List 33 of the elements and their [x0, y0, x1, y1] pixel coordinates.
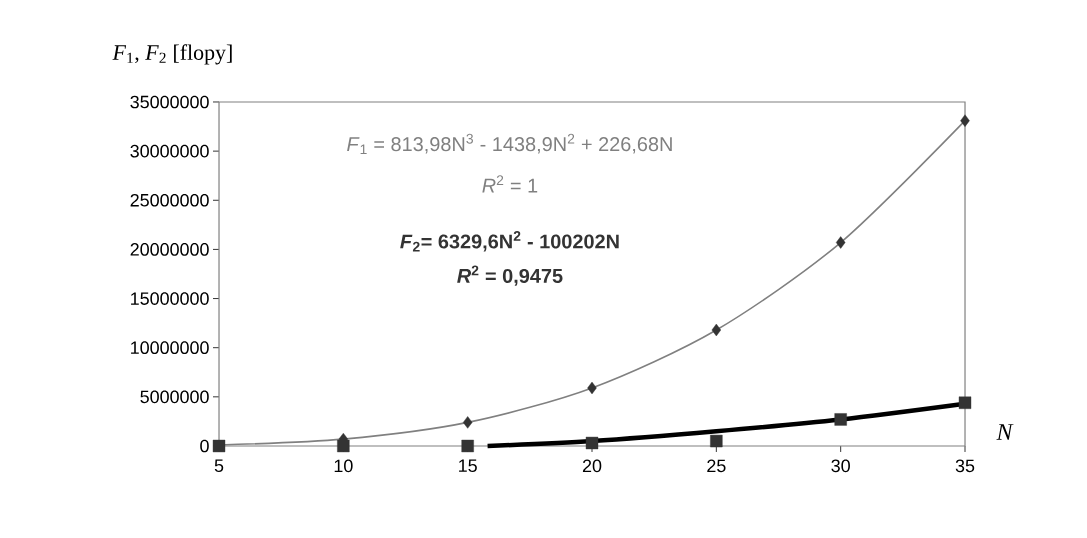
- annotation: R$^{2}$ = 1: [482, 175, 538, 193]
- x-tick-label: 25: [707, 459, 726, 473]
- point: [834, 413, 847, 426]
- y-tick-label: 30000000: [130, 144, 209, 158]
- x-tick-label: 30: [831, 459, 850, 473]
- point: [710, 434, 723, 448]
- y-tick-label: 25000000: [130, 193, 209, 207]
- point: [587, 381, 597, 395]
- point: [958, 396, 972, 409]
- y-tick-label: 5000000: [140, 390, 209, 404]
- y-axis-title: F$_{1}$, F$_{2}$ [flopy]: [112, 44, 232, 65]
- y-tick-label: 0: [200, 439, 209, 453]
- point: [337, 439, 350, 453]
- point: [585, 436, 599, 450]
- point: [711, 323, 722, 337]
- x-tick-label: 35: [955, 459, 975, 473]
- point: [212, 439, 226, 453]
- point: [462, 416, 473, 429]
- annotation: F$_{1}$ = 813,98N$^{3}$ - 1438,9N$^{2}$ + 226,68N: [347, 133, 672, 155]
- y-tick-label: 20000000: [130, 243, 209, 256]
- point: [835, 236, 846, 249]
- point: [461, 439, 474, 453]
- x-axis-title: N: [996, 424, 1014, 440]
- x-tick-label: 20: [582, 459, 602, 473]
- annotation: F$_{2}$= 6329,6N$^{2}$ - 100202N: [400, 231, 619, 252]
- x-tick-label: 5: [214, 459, 224, 473]
- y-tick-label: 15000000: [131, 292, 209, 305]
- y-tick-label: 35000000: [130, 95, 209, 109]
- x-tick-label: 15: [459, 459, 477, 473]
- y-tick-label: 10000000: [131, 341, 209, 355]
- annotation: R$^{2}$ = 0,9475: [457, 265, 563, 286]
- point: [960, 114, 970, 127]
- x-tick-label: 10: [334, 459, 353, 473]
